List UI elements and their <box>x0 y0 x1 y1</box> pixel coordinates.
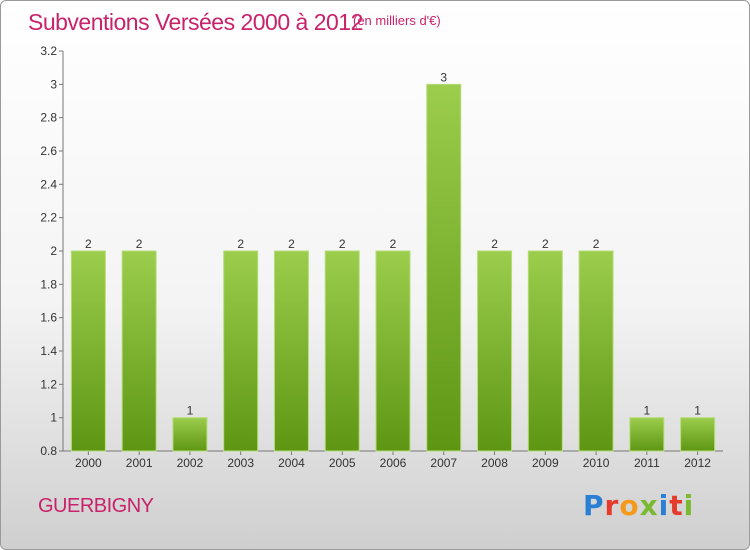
y-tick-label: 2.8 <box>40 111 57 125</box>
logo-letter: x <box>639 489 659 522</box>
logo-letter: r <box>604 489 620 522</box>
bars: 2 2 1 2 2 2 2 3 2 2 2 1 1 <box>70 70 716 452</box>
data-label-2007: 3 <box>440 70 447 84</box>
data-label-2003: 2 <box>237 237 244 251</box>
data-label-2000: 2 <box>85 237 92 251</box>
bar-2010 <box>578 250 614 452</box>
data-label-2012: 1 <box>694 404 701 418</box>
data-label-2001: 2 <box>136 237 143 251</box>
logo-letter: i <box>658 489 670 522</box>
data-label-2011: 1 <box>644 404 651 418</box>
bar-2011 <box>629 417 665 452</box>
x-tick-label-2010: 2010 <box>583 456 610 470</box>
chart-subtitle: (en milliers d'€) <box>353 13 441 28</box>
x-tick-label-2005: 2005 <box>329 456 356 470</box>
y-tick-label: 1.2 <box>40 377 57 391</box>
logo-letter: P <box>583 489 605 522</box>
proxiti-logo: Proxiti <box>583 489 694 522</box>
bar-2003 <box>223 250 259 452</box>
chart-title: Subventions Versées 2000 à 2012 <box>28 9 363 35</box>
y-tick-label: 2.4 <box>40 177 57 191</box>
x-tick-label-2000: 2000 <box>75 456 102 470</box>
bar-2005 <box>324 250 360 452</box>
data-label-2002: 1 <box>187 404 194 418</box>
axes: 0.8 1 1.2 1.4 1.6 1.8 2 2.2 2.4 2.6 2.8 3 3.2 2000 200… <box>40 44 723 470</box>
logo-letter: i <box>683 489 695 522</box>
x-tick-label-2006: 2006 <box>380 456 407 470</box>
data-label-2008: 2 <box>491 237 498 251</box>
x-tick-label-2007: 2007 <box>430 456 457 470</box>
x-tick-label-2008: 2008 <box>481 456 508 470</box>
data-label-2006: 2 <box>390 237 397 251</box>
y-tick-label: 1.4 <box>40 344 57 358</box>
x-tick-label-2009: 2009 <box>532 456 559 470</box>
y-tick-label: 0.8 <box>40 444 57 458</box>
bar-2000 <box>70 250 106 452</box>
x-tick-label-2011: 2011 <box>634 456 660 470</box>
y-tick-label: 1 <box>50 411 57 425</box>
y-tick-label: 2.6 <box>40 144 57 158</box>
bar-2009 <box>527 250 563 452</box>
x-tick-label-2004: 2004 <box>278 456 305 470</box>
bar-2001 <box>121 250 157 452</box>
bar-2002 <box>172 417 208 452</box>
data-label-2009: 2 <box>542 237 549 251</box>
bar-2008 <box>477 250 513 452</box>
y-tick-label: 3.2 <box>40 44 57 58</box>
data-label-2010: 2 <box>593 237 600 251</box>
y-tick-label: 1.6 <box>40 311 57 325</box>
bar-2012 <box>680 417 716 452</box>
y-tick-label: 3 <box>50 77 57 91</box>
x-tick-label-2002: 2002 <box>177 456 204 470</box>
bar-2006 <box>375 250 411 452</box>
data-label-2004: 2 <box>288 237 295 251</box>
bar-2004 <box>273 250 309 452</box>
logo-letter: t <box>669 489 684 522</box>
bar-2007 <box>426 83 462 452</box>
y-tick-label: 2.2 <box>40 211 57 225</box>
x-tick-label-2001: 2001 <box>126 456 153 470</box>
town-name: GUERBIGNY <box>38 495 154 517</box>
y-tick-label: 2 <box>50 244 57 258</box>
x-tick-label-2012: 2012 <box>684 456 711 470</box>
x-tick-label-2003: 2003 <box>227 456 254 470</box>
data-label-2005: 2 <box>339 237 346 251</box>
logo-letter: o <box>619 489 640 522</box>
y-tick-label: 1.8 <box>40 277 57 291</box>
